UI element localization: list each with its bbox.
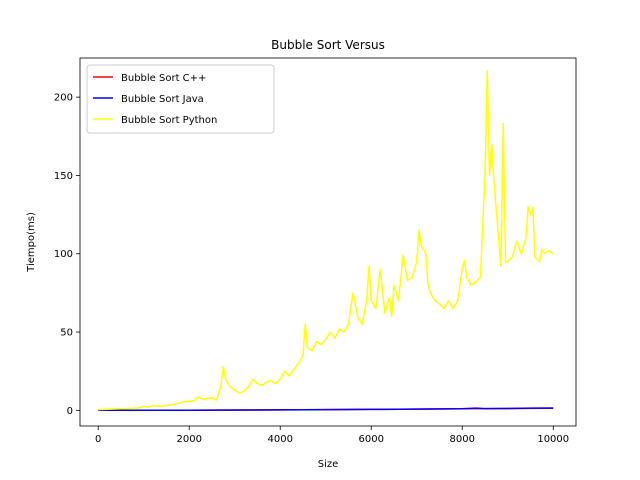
y-tick-label: 100 (54, 249, 73, 260)
x-tick-label: 6000 (359, 434, 384, 445)
y-tick-label: 200 (54, 93, 73, 104)
legend-label-1: Bubble Sort Java (121, 94, 204, 105)
x-axis: 0 2000 4000 6000 8000 10000 (95, 426, 569, 445)
y-axis-title: Tiempo(ms) (26, 212, 37, 273)
series-line-1 (98, 407, 554, 412)
series-lines (98, 69, 554, 412)
legend-label-0: Bubble Sort C++ (121, 73, 206, 84)
y-tick-label: 50 (60, 328, 73, 339)
x-tick-label: 8000 (450, 434, 475, 445)
plot-frame (79, 57, 577, 427)
series-line-2 (98, 69, 554, 411)
legend: Bubble Sort C++ Bubble Sort Java Bubble So… (86, 64, 275, 134)
chart-title: Bubble Sort Versus (271, 38, 385, 52)
y-tick-label: 0 (67, 406, 73, 417)
legend-box (86, 64, 275, 134)
x-tick-label: 4000 (267, 434, 292, 445)
y-axis: 0 50 100 150 200 (54, 93, 80, 417)
x-tick-label: 0 (95, 434, 101, 445)
y-tick-label: 150 (54, 171, 73, 182)
x-tick-label: 2000 (176, 434, 201, 445)
plot-area (79, 57, 577, 427)
x-tick-label: 10000 (537, 434, 569, 445)
x-axis-title: Size (318, 459, 339, 470)
legend-label-2: Bubble Sort Python (121, 115, 217, 126)
